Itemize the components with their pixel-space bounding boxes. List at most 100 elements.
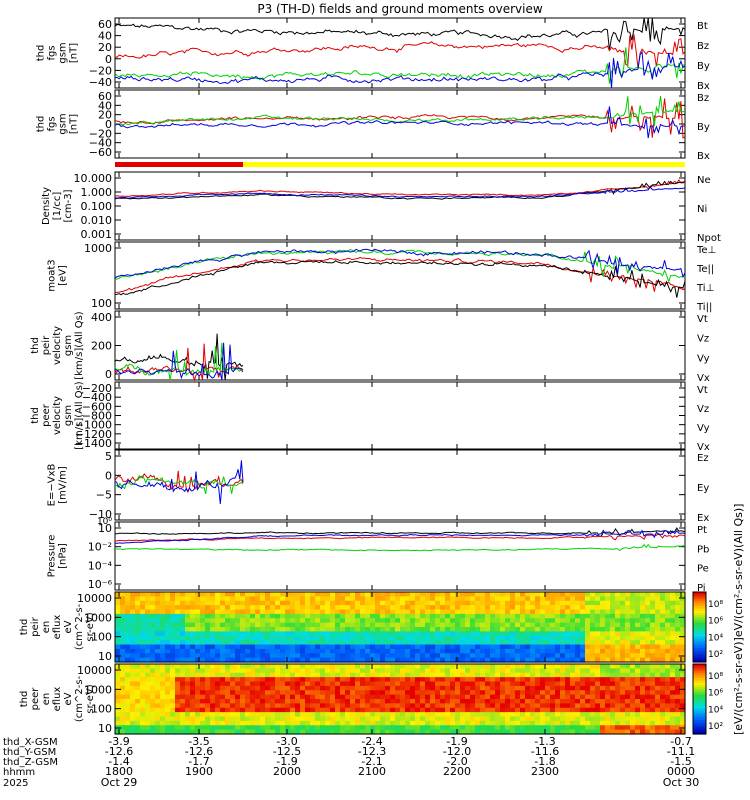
heatmap-cell <box>210 712 216 718</box>
heatmap-cell <box>465 657 471 663</box>
heatmap-cell <box>230 618 236 624</box>
y-axis-label-line: eV <box>63 692 74 705</box>
heatmap-cell <box>200 681 206 687</box>
heatmap-cell <box>570 685 576 691</box>
heatmap-cell <box>555 627 561 632</box>
heatmap-cell <box>360 657 366 663</box>
heatmap-cell <box>235 631 241 637</box>
heatmap-cell <box>660 668 666 674</box>
heatmap-cell <box>525 699 531 704</box>
heatmap-cell <box>625 729 631 735</box>
series-by <box>114 47 686 84</box>
x-axis-row-label: thd_X-GSM <box>3 737 58 748</box>
y-axis-label: thd fgs gsm [nT] <box>36 113 80 134</box>
heatmap-cell <box>665 605 671 611</box>
colorbar-swatch <box>693 668 706 672</box>
heatmap-cell <box>425 699 431 704</box>
heatmap-cell <box>635 627 641 632</box>
heatmap-cell <box>550 668 556 674</box>
heatmap-cell <box>505 694 511 700</box>
colorbar-tick-label: 10⁸ <box>708 672 723 682</box>
heatmap-cell <box>460 605 466 611</box>
heatmap-cell <box>590 699 596 704</box>
heatmap-cell <box>290 640 296 646</box>
heatmap-cell <box>455 716 461 722</box>
heatmap-cell <box>630 729 636 735</box>
heatmap-cell <box>615 618 621 624</box>
heatmap-cell <box>650 699 656 704</box>
heatmap-cell <box>675 685 681 691</box>
x-tick-gsm-z: -1.7 <box>188 755 209 768</box>
heatmap-cell <box>260 712 266 718</box>
heatmap-cell <box>530 622 536 628</box>
heatmap-cell <box>665 592 671 597</box>
panel-frame <box>114 310 686 381</box>
heatmap-cell <box>205 725 211 731</box>
heatmap-cell <box>520 640 526 646</box>
heatmap-cell <box>575 627 581 632</box>
heatmap-cell <box>680 681 686 687</box>
heatmap-cell <box>225 668 231 674</box>
heatmap-cell <box>245 725 251 731</box>
heatmap-cell <box>675 627 681 632</box>
y-tick-label: 10⁻² <box>88 541 112 554</box>
heatmap-cell <box>390 707 396 713</box>
heatmap-cell <box>440 618 446 624</box>
heatmap-cell <box>255 627 261 632</box>
heatmap-cell <box>425 648 431 654</box>
heatmap-cell <box>650 635 656 641</box>
heatmap-cell <box>645 685 651 691</box>
heatmap-cell <box>530 681 536 687</box>
heatmap-cell <box>245 596 251 602</box>
heatmap-cell <box>620 648 626 654</box>
heatmap-cell <box>615 672 621 678</box>
heatmap-cell <box>415 668 421 674</box>
heatmap-cell <box>430 707 436 713</box>
heatmap-cell <box>370 618 376 624</box>
heatmap-cell <box>180 681 186 687</box>
heatmap-cell <box>355 716 361 722</box>
heatmap-cell <box>290 635 296 641</box>
heatmap-cell <box>455 712 461 718</box>
heatmap-cell <box>445 707 451 713</box>
heatmap-cell <box>405 694 411 700</box>
heatmap-cell <box>290 653 296 659</box>
heatmap-cell <box>420 640 426 646</box>
heatmap-cell <box>460 716 466 722</box>
y-tick-label: −40 <box>89 137 112 150</box>
heatmap-cell <box>265 703 271 709</box>
heatmap-cell <box>600 609 606 615</box>
heatmap-cell <box>360 605 366 611</box>
heatmap-cell <box>575 729 581 735</box>
heatmap-cell <box>435 720 441 726</box>
heatmap-cell <box>440 609 446 615</box>
heatmap-cell <box>595 640 601 646</box>
heatmap-cell <box>605 712 611 718</box>
heatmap-cell <box>590 694 596 700</box>
heatmap-cell <box>180 720 186 726</box>
heatmap-cell <box>410 631 416 637</box>
heatmap-cell <box>560 618 566 624</box>
colorbar-swatch <box>693 634 706 637</box>
heatmap-cell <box>120 640 126 646</box>
heatmap-cell <box>620 707 626 713</box>
heatmap-cell <box>450 699 456 704</box>
heatmap-cell <box>510 592 516 597</box>
heatmap-cell <box>400 685 406 691</box>
heatmap-cell <box>640 690 646 696</box>
heatmap-cell <box>475 653 481 659</box>
y-axis-label: Density [1/cc] [cm-3] <box>41 187 74 225</box>
heatmap-cell <box>350 596 356 602</box>
heatmap-cell <box>600 631 606 637</box>
heatmap-cell <box>575 653 581 659</box>
heatmap-cell <box>120 664 126 669</box>
heatmap-cell <box>140 600 146 606</box>
heatmap-cell <box>185 644 191 650</box>
heatmap-cell <box>285 600 291 606</box>
heatmap-cell <box>340 644 346 650</box>
heatmap-cell <box>345 609 351 615</box>
heatmap-cell <box>645 596 651 602</box>
y-axis-label: thd peer velocity gsm [km/s](All Qs) <box>30 381 85 449</box>
heatmap-cell <box>270 657 276 663</box>
series-pi <box>114 529 686 544</box>
